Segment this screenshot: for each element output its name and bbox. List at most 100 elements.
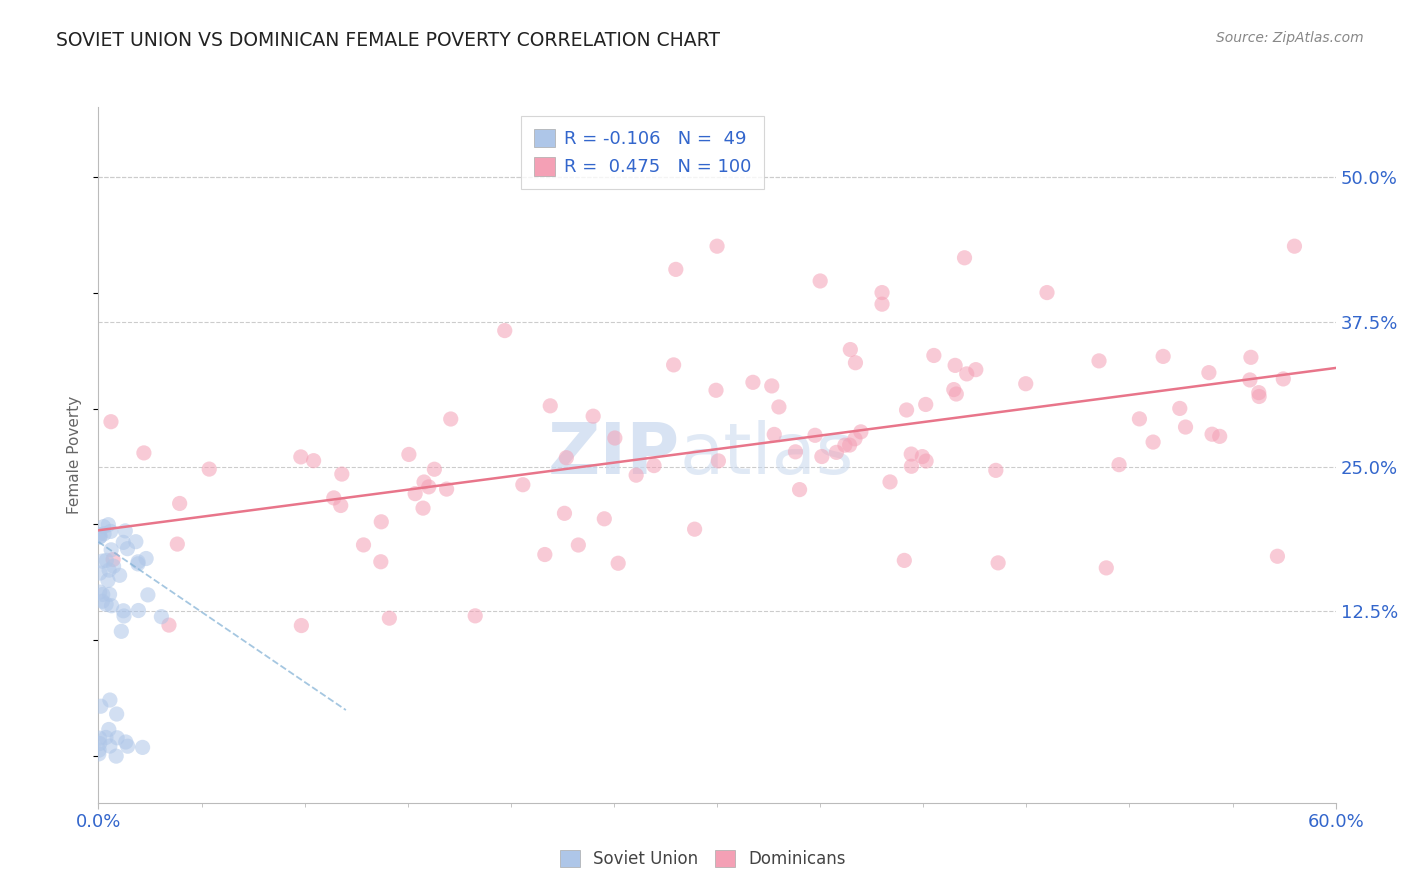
Point	[101, 552, 124, 566]
Point	[89, 566, 111, 580]
Point	[98, 587, 121, 601]
Point	[1272, 372, 1295, 386]
Point	[1128, 412, 1150, 426]
Point	[330, 467, 353, 481]
Point	[110, 624, 132, 639]
Point	[370, 515, 392, 529]
Point	[127, 603, 149, 617]
Point	[911, 450, 934, 464]
Point	[761, 379, 783, 393]
Point	[131, 740, 153, 755]
Point	[1240, 351, 1263, 365]
Point	[512, 477, 534, 491]
Point	[100, 542, 122, 557]
Point	[117, 541, 139, 556]
Point	[112, 535, 135, 549]
Point	[436, 482, 458, 496]
Point	[1108, 458, 1130, 472]
Point	[108, 568, 131, 582]
Point	[1247, 385, 1270, 400]
Point	[607, 556, 630, 570]
Point	[96, 553, 118, 567]
Point	[127, 555, 149, 569]
Point	[900, 459, 922, 474]
Point	[423, 462, 446, 476]
Point	[132, 446, 155, 460]
Point	[965, 362, 987, 376]
Point	[785, 445, 807, 459]
Point	[839, 343, 862, 357]
Point	[97, 574, 120, 588]
Point	[125, 534, 148, 549]
Point	[624, 468, 647, 483]
Point	[494, 324, 516, 338]
Point	[844, 432, 866, 446]
Point	[114, 524, 136, 538]
Point	[290, 450, 312, 464]
Point	[553, 506, 575, 520]
Point	[91, 594, 114, 608]
Point	[112, 604, 135, 618]
Point	[378, 611, 401, 625]
Point	[533, 548, 555, 562]
Point	[1174, 420, 1197, 434]
Point	[404, 486, 426, 500]
Point	[1249, 389, 1271, 403]
Point	[97, 517, 120, 532]
Point	[413, 475, 436, 489]
Point	[105, 706, 128, 721]
Point	[87, 747, 110, 761]
Point	[302, 453, 325, 467]
Point	[914, 397, 936, 411]
Point	[984, 463, 1007, 477]
Point	[704, 384, 727, 398]
Point	[567, 538, 589, 552]
Point	[93, 526, 115, 541]
Point	[804, 428, 827, 442]
Point	[353, 538, 375, 552]
Point	[1168, 401, 1191, 416]
Text: atlas: atlas	[681, 420, 855, 490]
Point	[90, 699, 112, 714]
Point	[93, 519, 115, 533]
Point	[1095, 561, 1118, 575]
Point	[707, 454, 730, 468]
Point	[97, 723, 120, 737]
Point	[834, 438, 856, 452]
Point	[464, 608, 486, 623]
Point	[1284, 239, 1306, 253]
Point	[398, 447, 420, 461]
Point	[838, 438, 860, 452]
Point	[94, 731, 117, 745]
Point	[329, 499, 352, 513]
Point	[1198, 366, 1220, 380]
Point	[98, 693, 121, 707]
Point	[440, 412, 463, 426]
Point	[157, 618, 180, 632]
Point	[763, 427, 786, 442]
Point	[103, 559, 125, 574]
Point	[1239, 373, 1261, 387]
Point	[896, 403, 918, 417]
Point	[808, 274, 831, 288]
Text: ZIP: ZIP	[548, 420, 681, 490]
Point	[117, 739, 139, 754]
Point	[893, 553, 915, 567]
Point	[943, 359, 966, 373]
Point	[1208, 429, 1230, 443]
Point	[768, 400, 790, 414]
Point	[1152, 350, 1174, 364]
Point	[706, 239, 728, 253]
Point	[870, 285, 893, 300]
Point	[98, 563, 121, 577]
Point	[91, 554, 114, 568]
Point	[915, 454, 938, 468]
Point	[127, 557, 149, 571]
Point	[94, 597, 117, 611]
Point	[87, 743, 110, 757]
Point	[879, 475, 901, 489]
Point	[87, 527, 110, 541]
Point	[1142, 435, 1164, 450]
Point	[89, 585, 111, 599]
Point	[603, 431, 626, 445]
